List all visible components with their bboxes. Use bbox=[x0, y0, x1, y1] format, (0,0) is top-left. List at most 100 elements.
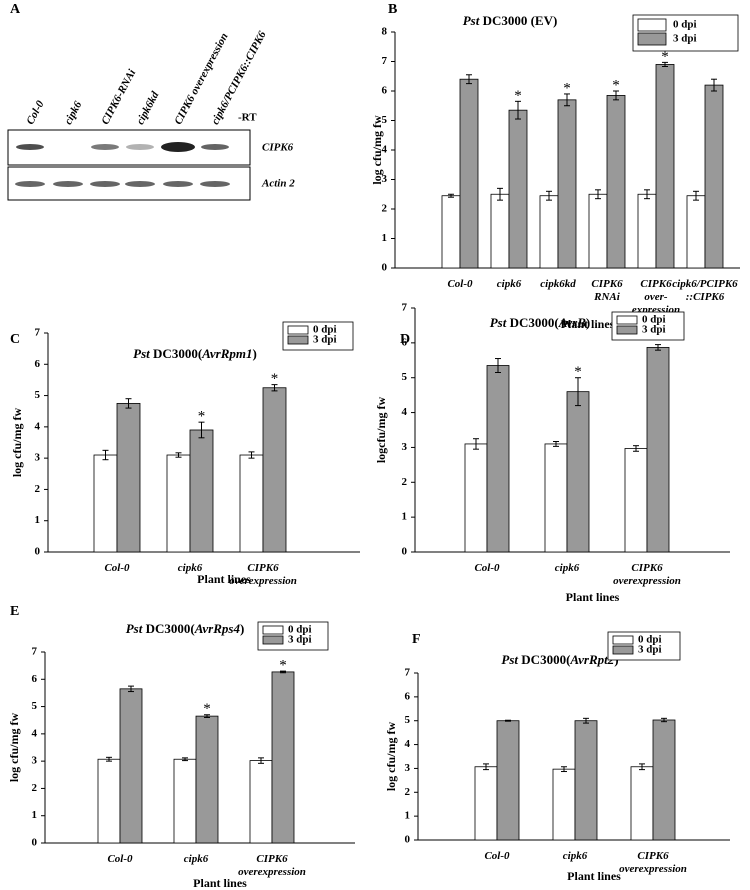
bar bbox=[686, 195, 706, 269]
chart-title: Pst DC3000(AvrRpm1) bbox=[133, 346, 257, 361]
x-tick-label: cipk6kd bbox=[540, 278, 576, 290]
title-part: Pst bbox=[501, 652, 518, 667]
title-part: AvrRpt2 bbox=[569, 652, 614, 667]
y-tick-label: 3 bbox=[32, 755, 38, 767]
x-tick-label: Col-0 bbox=[447, 278, 473, 290]
lane-label: -RT bbox=[238, 112, 257, 124]
error-bar bbox=[546, 190, 552, 201]
panel-letter: C bbox=[10, 332, 20, 347]
x-tick-label: cipk6 bbox=[184, 853, 209, 865]
gel-band bbox=[91, 144, 119, 150]
significance-star: * bbox=[279, 658, 287, 674]
lane-label: cipk6 bbox=[62, 99, 84, 127]
bar bbox=[490, 193, 510, 269]
error-bar bbox=[448, 193, 454, 198]
title-part: DC3000( bbox=[518, 652, 570, 667]
error-bar bbox=[175, 452, 182, 458]
bar bbox=[271, 671, 295, 844]
bar bbox=[195, 715, 219, 844]
bar bbox=[544, 443, 568, 553]
y-axis-label: log cfu/mg fw bbox=[10, 408, 24, 478]
y-tick-label: 3 bbox=[402, 441, 408, 453]
y-tick-label: 4 bbox=[402, 406, 408, 418]
error-bar bbox=[613, 90, 619, 101]
bar bbox=[652, 719, 676, 841]
bar bbox=[486, 365, 510, 553]
chart-title: Pst DC3000 (EV) bbox=[463, 13, 558, 28]
significance-star: * bbox=[203, 701, 211, 717]
y-tick-label: 5 bbox=[35, 389, 41, 401]
gel-band bbox=[53, 181, 83, 187]
legend-swatch bbox=[612, 645, 634, 655]
y-tick-label: 7 bbox=[382, 55, 388, 67]
title-part: DC3000 (EV) bbox=[479, 13, 557, 28]
error-bar bbox=[106, 756, 112, 762]
lane-label: cipk6kd bbox=[134, 89, 161, 126]
legend-swatch bbox=[616, 325, 638, 335]
row-label: CIPK6 bbox=[262, 142, 294, 154]
x-tick-label: cipk6 bbox=[555, 562, 580, 574]
significance-star: * bbox=[271, 371, 279, 387]
y-tick-label: 0 bbox=[402, 546, 408, 558]
legend-label: 3 dpi bbox=[673, 33, 697, 45]
y-tick-label: 1 bbox=[32, 809, 38, 821]
y-axis-label: logcfu/mg fw bbox=[374, 397, 388, 464]
title-part: DC3000( bbox=[150, 346, 202, 361]
error-bar bbox=[655, 344, 661, 351]
title-part: Pst bbox=[463, 13, 480, 28]
y-tick-label: 2 bbox=[32, 782, 38, 794]
x-axis-label: Plant lines bbox=[561, 317, 615, 331]
legend-swatch bbox=[616, 315, 638, 325]
x-tick-label: Col-0 bbox=[474, 562, 500, 574]
y-tick-label: 2 bbox=[405, 786, 411, 798]
error-bar bbox=[515, 100, 521, 120]
y-tick-label: 4 bbox=[382, 144, 388, 156]
chart-title: Pst DC3000(AvrRps4) bbox=[126, 621, 245, 636]
x-tick-label: CIPK6 RNAi bbox=[591, 278, 623, 303]
x-tick-label: Col-0 bbox=[484, 850, 510, 862]
y-tick-label: 3 bbox=[35, 452, 41, 464]
y-tick-label: 6 bbox=[32, 673, 38, 685]
title-part: AvrB bbox=[558, 315, 587, 330]
y-tick-label: 6 bbox=[402, 336, 408, 348]
significance-star: * bbox=[574, 364, 582, 380]
legend-swatch bbox=[287, 335, 309, 345]
y-tick-label: 6 bbox=[405, 690, 411, 702]
x-tick-label: Col-0 bbox=[107, 853, 133, 865]
y-tick-label: 6 bbox=[35, 358, 41, 370]
error-bar bbox=[553, 441, 559, 447]
legend-label: 0 dpi bbox=[313, 324, 337, 336]
error-bar bbox=[128, 685, 134, 693]
legend-label: 3 dpi bbox=[288, 634, 312, 646]
lane-label: CIPK6-RNAi bbox=[99, 67, 138, 127]
gel-band bbox=[16, 144, 44, 150]
y-axis-label: log cfu/mg fw bbox=[384, 722, 398, 792]
error-bar bbox=[102, 449, 109, 461]
y-tick-label: 4 bbox=[35, 420, 41, 432]
error-bar bbox=[711, 78, 717, 92]
x-axis-label: Plant lines bbox=[193, 876, 247, 890]
title-part: ) bbox=[586, 315, 590, 330]
bar bbox=[655, 64, 675, 269]
x-tick-label: Col-0 bbox=[104, 562, 130, 574]
panel-letter: B bbox=[388, 2, 397, 17]
bar bbox=[239, 454, 264, 553]
bar bbox=[173, 758, 197, 844]
error-bar bbox=[693, 190, 699, 201]
bar bbox=[588, 193, 608, 269]
y-axis-label: log cfu/mg fw bbox=[370, 115, 384, 185]
error-bar bbox=[639, 763, 645, 771]
panel-letter: A bbox=[10, 2, 21, 17]
y-tick-label: 7 bbox=[35, 327, 41, 339]
bar bbox=[97, 758, 121, 844]
bar bbox=[459, 78, 479, 269]
y-tick-label: 2 bbox=[35, 483, 41, 495]
title-part: DC3000( bbox=[506, 315, 558, 330]
error-bar bbox=[583, 717, 589, 724]
gel-band bbox=[161, 142, 195, 152]
bar bbox=[508, 109, 528, 269]
title-part: AvrRps4 bbox=[194, 621, 241, 636]
legend-label: 0 dpi bbox=[288, 624, 312, 636]
x-tick-label: CIPK6 overexpression bbox=[238, 853, 306, 878]
error-bar bbox=[466, 74, 472, 85]
